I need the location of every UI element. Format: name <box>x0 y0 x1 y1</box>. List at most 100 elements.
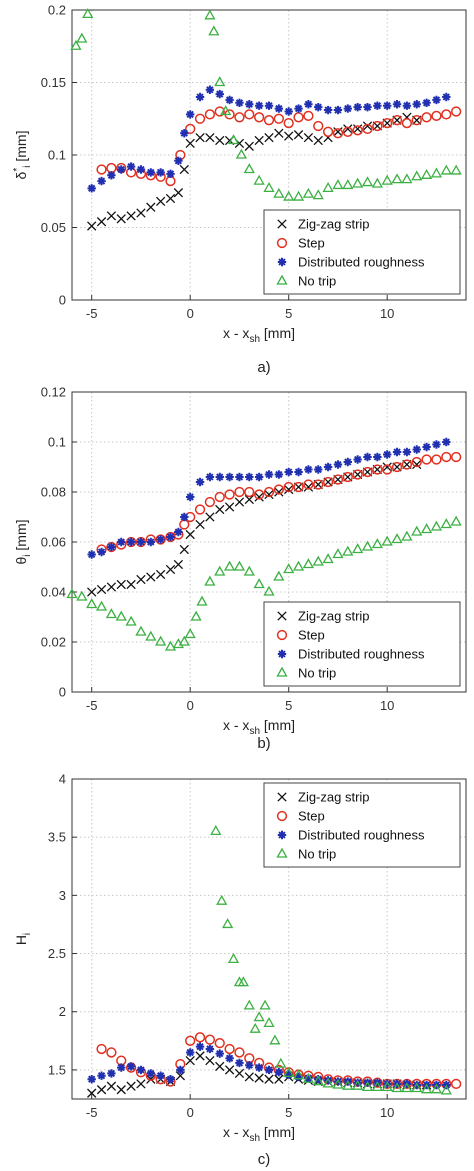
x-axis-label: x - xsh [mm] <box>223 717 295 737</box>
x-tick-label: -5 <box>86 698 98 713</box>
y-axis-label-sub: i <box>22 554 33 556</box>
data-point <box>155 635 167 646</box>
data-point <box>235 148 248 159</box>
data-point <box>186 1048 195 1057</box>
data-point <box>136 165 146 174</box>
data-point <box>392 100 402 109</box>
data-point <box>273 113 285 124</box>
data-point <box>214 565 226 576</box>
data-point <box>274 1074 284 1084</box>
data-point <box>401 1078 413 1090</box>
legend-label: Distributed roughness <box>298 647 425 662</box>
data-point <box>95 600 108 611</box>
data-point <box>186 492 195 502</box>
y-axis-label-main: H <box>13 935 29 945</box>
y-tick-label: 0.04 <box>41 585 66 600</box>
data-point <box>420 1083 433 1094</box>
data-point <box>293 130 304 140</box>
series-no-trip <box>66 515 462 651</box>
legend-label: No trip <box>298 274 336 289</box>
data-point <box>314 465 323 474</box>
data-point <box>96 1043 107 1055</box>
data-point <box>146 537 155 547</box>
data-point <box>249 1022 261 1033</box>
data-point <box>275 1057 287 1068</box>
data-point <box>401 173 413 184</box>
data-point <box>274 104 284 113</box>
data-point <box>244 486 255 498</box>
data-point <box>273 187 285 198</box>
data-point <box>382 1078 393 1090</box>
data-point <box>323 1076 333 1085</box>
y-axis-label: δ*i [mm] <box>12 131 33 180</box>
x-axis-label-unit: [mm] <box>260 1124 295 1140</box>
data-point <box>234 112 245 123</box>
x-tick-label: 0 <box>187 698 194 713</box>
data-point <box>372 464 383 475</box>
data-point <box>421 112 432 123</box>
data-point <box>204 9 216 20</box>
data-point <box>343 104 352 113</box>
data-point <box>381 174 393 185</box>
data-point <box>86 598 98 609</box>
data-point <box>179 544 189 555</box>
data-point <box>244 1072 254 1082</box>
legend-label: Zig-zag strip <box>298 609 370 624</box>
data-point <box>420 168 433 179</box>
data-point <box>412 100 421 109</box>
data-point <box>264 1074 274 1084</box>
data-point <box>244 141 254 151</box>
y-axis-label-sub: i <box>22 933 33 935</box>
data-point <box>244 109 255 120</box>
data-point <box>195 1051 205 1061</box>
legend-marker <box>276 810 288 822</box>
data-point <box>107 542 116 552</box>
data-point <box>243 565 255 576</box>
data-point <box>264 489 274 500</box>
legend-marker <box>277 611 287 621</box>
y-tick-label: 0.12 <box>41 385 66 400</box>
data-point <box>411 170 423 181</box>
data-point <box>176 1065 185 1075</box>
data-point <box>411 1082 423 1093</box>
data-point <box>186 110 195 119</box>
data-point <box>283 117 294 129</box>
data-point <box>322 182 334 192</box>
data-point <box>391 173 403 184</box>
data-point <box>313 479 324 490</box>
data-point <box>314 1075 323 1084</box>
legend-label: Step <box>298 236 325 251</box>
data-point <box>224 502 235 512</box>
data-point <box>362 123 373 135</box>
data-point <box>195 132 205 143</box>
data-point <box>215 504 225 515</box>
series-no-trip <box>70 8 462 201</box>
data-point <box>411 456 422 468</box>
data-point <box>214 491 225 503</box>
data-point <box>66 588 78 599</box>
data-point <box>263 486 275 498</box>
plot-frame <box>71 9 467 301</box>
data-point <box>185 1035 196 1046</box>
data-point <box>441 451 452 463</box>
data-point <box>430 1083 443 1094</box>
data-point <box>353 1078 362 1087</box>
data-point <box>195 477 205 487</box>
data-point <box>432 95 441 105</box>
data-point <box>87 221 97 231</box>
y-tick-label: 0.02 <box>41 635 66 650</box>
x-axis-label-unit: [mm] <box>260 325 295 341</box>
data-point <box>284 107 293 116</box>
data-point <box>225 95 234 105</box>
data-point <box>204 109 216 120</box>
legend-marker <box>277 649 287 659</box>
data-point <box>294 104 303 113</box>
y-tick-label: 0.2 <box>48 3 66 18</box>
data-point <box>342 471 353 483</box>
legend-label: Zig-zag strip <box>298 790 370 805</box>
legend-marker <box>276 629 288 641</box>
data-point <box>145 630 157 641</box>
data-point <box>304 1073 313 1083</box>
data-point <box>269 1034 281 1045</box>
legend: Zig-zag strip Step Distributed roughness No… <box>263 782 461 868</box>
